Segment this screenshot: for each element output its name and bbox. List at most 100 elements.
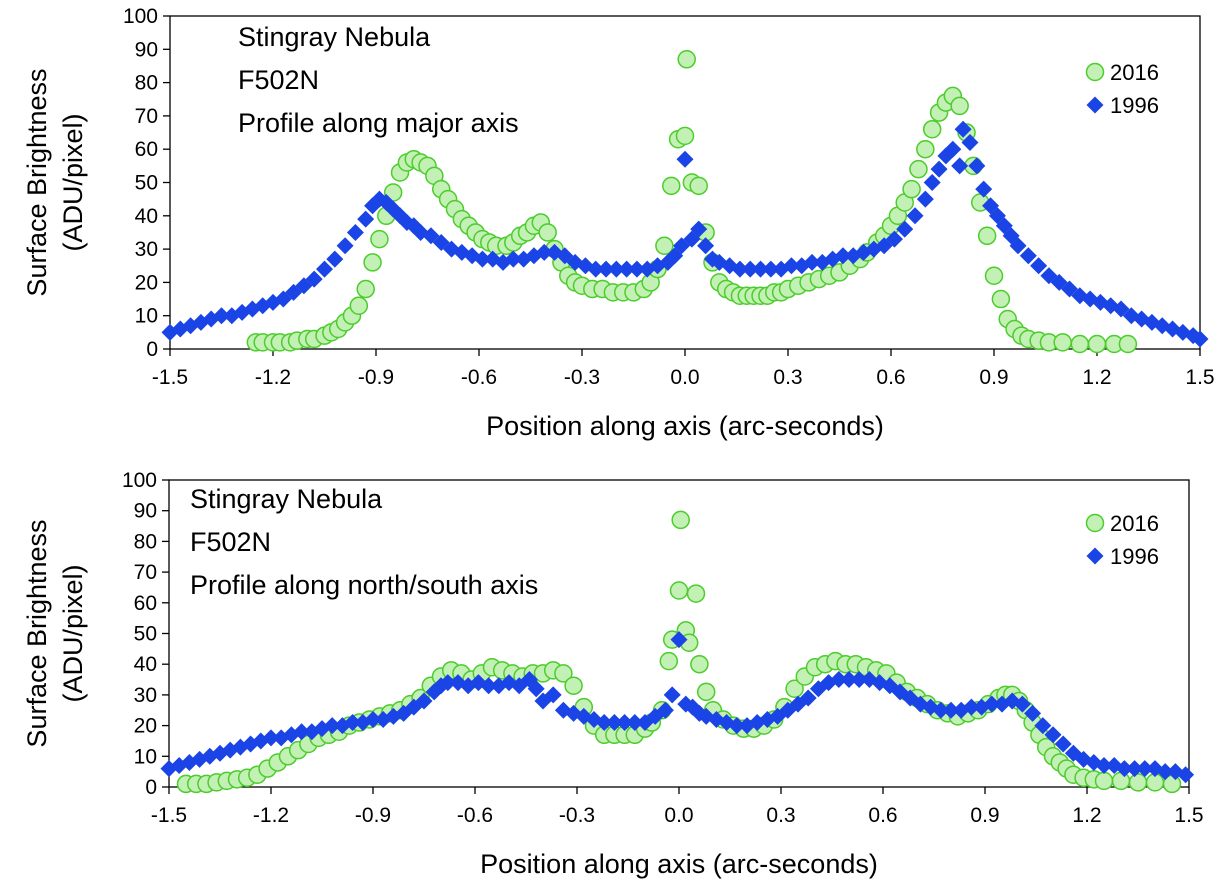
data-point-1996 [316, 260, 333, 278]
x-tick-label: 1.2 [1082, 366, 1111, 389]
data-point-2016 [922, 119, 942, 139]
data-point-1996 [983, 695, 1001, 713]
data-point-2016 [564, 676, 583, 695]
data-point-1996 [954, 120, 972, 138]
data-point-2016 [686, 584, 706, 603]
data-point-2016 [538, 223, 557, 242]
data-point-2016 [1094, 771, 1114, 791]
y-axis-title-line2: (ADU/pixel) [58, 564, 88, 702]
y-tick-label: 10 [134, 745, 157, 768]
data-point-2016 [902, 179, 921, 199]
data-point-1996 [942, 701, 960, 719]
data-point-1996 [1024, 704, 1042, 722]
data-point-1996 [670, 631, 688, 649]
data-point-1996 [1191, 330, 1209, 348]
data-point-1996 [504, 250, 522, 268]
x-axis-title: Position along axis (arc-seconds) [480, 849, 878, 879]
data-point-1996 [830, 671, 848, 689]
data-point-1996 [607, 260, 625, 278]
data-point-1996 [618, 260, 636, 278]
data-point-1996 [731, 260, 749, 278]
data-point-1996 [336, 237, 354, 255]
x-tick-label: 0.6 [868, 804, 897, 827]
data-point-1996 [616, 714, 634, 732]
data-point-1996 [597, 260, 615, 278]
x-tick-label: -0.3 [559, 804, 595, 827]
data-point-2016 [1070, 334, 1090, 354]
data-point-2016 [696, 682, 716, 702]
annotation-line: Profile along north/south axis [190, 570, 538, 600]
data-point-1996 [968, 157, 986, 175]
series-2016 [176, 510, 1182, 794]
data-point-1996 [323, 717, 341, 735]
y-tick-label: 100 [123, 5, 158, 28]
x-tick-label: 0.3 [766, 804, 795, 827]
data-point-1996 [605, 714, 623, 732]
x-tick-label: -0.6 [457, 804, 493, 827]
y-tick-label: 30 [135, 238, 158, 261]
annotation-line: Profile along major axis [238, 108, 519, 138]
data-point-1996 [923, 174, 941, 191]
x-tick-label: -1.5 [151, 804, 187, 827]
data-point-1996 [587, 260, 605, 278]
legend-marker-2016 [1085, 62, 1105, 82]
data-point-1996 [663, 686, 681, 704]
x-tick-label: -1.5 [152, 366, 188, 389]
legend-label-2016: 2016 [1110, 511, 1159, 536]
data-point-1996 [364, 710, 382, 728]
x-axis-title: Position along axis (arc-seconds) [486, 411, 884, 441]
data-point-2016 [1053, 333, 1072, 352]
y-tick-label: 40 [135, 205, 158, 228]
y-axis-title-line1: Surface Brightness [22, 519, 52, 747]
data-point-1996 [1177, 766, 1195, 784]
data-point-1996 [1044, 726, 1062, 744]
data-point-1996 [439, 674, 457, 692]
data-point-1996 [628, 260, 646, 278]
data-point-2016 [659, 651, 679, 671]
data-point-1996 [326, 250, 344, 268]
data-point-1996 [1019, 247, 1037, 265]
data-point-1996 [1115, 760, 1133, 778]
data-point-2016 [349, 296, 369, 315]
data-point-1996 [480, 677, 498, 695]
y-tick-label: 20 [135, 271, 158, 294]
y-tick-label: 50 [135, 172, 158, 195]
y-tick-label: 0 [145, 776, 157, 799]
data-point-2016 [669, 581, 689, 600]
data-point-1996 [344, 714, 362, 732]
data-point-1996 [834, 247, 852, 265]
data-point-1996 [803, 253, 821, 271]
data-point-2016 [671, 510, 690, 530]
data-point-1996 [676, 150, 694, 168]
y-tick-label: 60 [135, 138, 158, 161]
data-point-1996 [896, 220, 914, 238]
y-tick-label: 50 [134, 623, 157, 646]
y-tick-label: 80 [135, 72, 158, 95]
data-point-1996 [595, 714, 613, 732]
data-point-1996 [850, 671, 868, 689]
data-point-2016 [1087, 334, 1107, 354]
annotation-line: F502N [190, 527, 271, 557]
x-tick-label: 1.5 [1185, 366, 1214, 389]
data-point-1996 [213, 307, 230, 325]
data-point-1996 [293, 723, 311, 741]
data-point-2016 [554, 664, 573, 683]
data-point-2016 [916, 139, 935, 159]
x-tick-label: 0.3 [773, 366, 802, 389]
data-point-1996 [697, 237, 715, 255]
data-point-2016 [662, 176, 681, 196]
data-point-1996 [1054, 735, 1072, 753]
y-axis-title-line2: (ADU/pixel) [58, 113, 88, 251]
data-point-1996 [262, 729, 280, 747]
y-tick-label: 40 [134, 653, 157, 676]
x-tick-label: 1.5 [1174, 804, 1203, 827]
legend-marker-2016 [1085, 513, 1105, 533]
data-point-2016 [689, 176, 708, 196]
data-point-2016 [690, 654, 709, 674]
data-point-1996 [1034, 717, 1052, 735]
data-point-1996 [527, 680, 545, 698]
legend-marker-1996 [1086, 96, 1104, 114]
y-tick-label: 30 [134, 684, 157, 707]
data-point-1996 [741, 260, 759, 278]
data-point-1996 [961, 134, 979, 152]
